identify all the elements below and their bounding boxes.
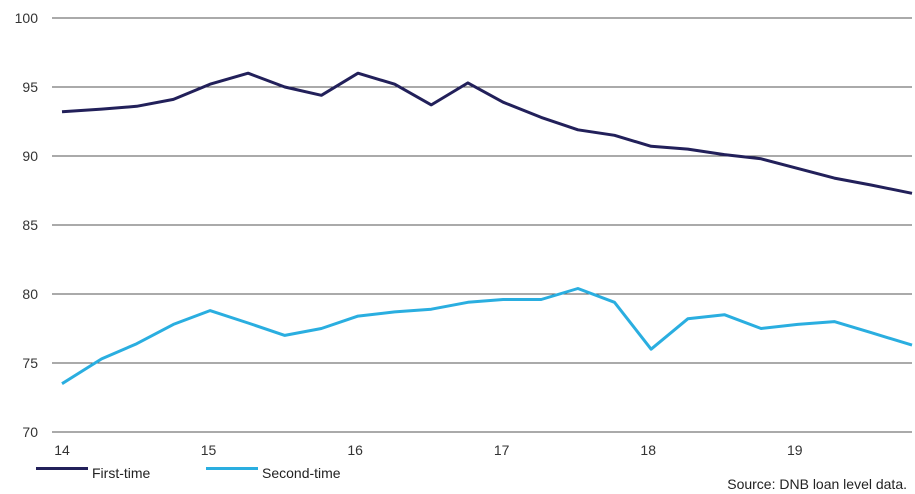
source-note: Source: DNB loan level data.	[727, 476, 907, 492]
series-line-second-time	[61, 287, 913, 385]
legend-label-second-time: Second-time	[262, 465, 341, 481]
x-tick-label: 19	[787, 442, 803, 458]
legend-swatch-second-time	[206, 467, 258, 470]
y-tick-label: 100	[15, 10, 39, 26]
y-axis-ticks: 70 75 80 85 90 95 100	[15, 10, 39, 440]
x-axis-ticks: 14 15 16 17 18 19	[54, 442, 803, 458]
x-tick-label: 15	[201, 442, 217, 458]
x-tick-label: 14	[54, 442, 70, 458]
legend-swatch-first-time	[36, 467, 88, 470]
series-lines	[61, 71, 913, 385]
x-tick-label: 16	[347, 442, 363, 458]
y-tick-label: 95	[22, 79, 38, 95]
y-tick-label: 70	[22, 424, 38, 440]
y-tick-label: 90	[22, 148, 38, 164]
x-tick-label: 17	[494, 442, 510, 458]
y-tick-label: 80	[22, 286, 38, 302]
y-tick-label: 75	[22, 355, 38, 371]
x-tick-label: 18	[640, 442, 656, 458]
legend-item-second-time: Second-time	[206, 465, 341, 481]
series-line-first-time	[61, 71, 913, 195]
y-tick-label: 85	[22, 217, 38, 233]
legend-label-first-time: First-time	[92, 465, 151, 481]
legend-item-first-time: First-time	[36, 465, 150, 481]
gridlines	[52, 17, 912, 433]
